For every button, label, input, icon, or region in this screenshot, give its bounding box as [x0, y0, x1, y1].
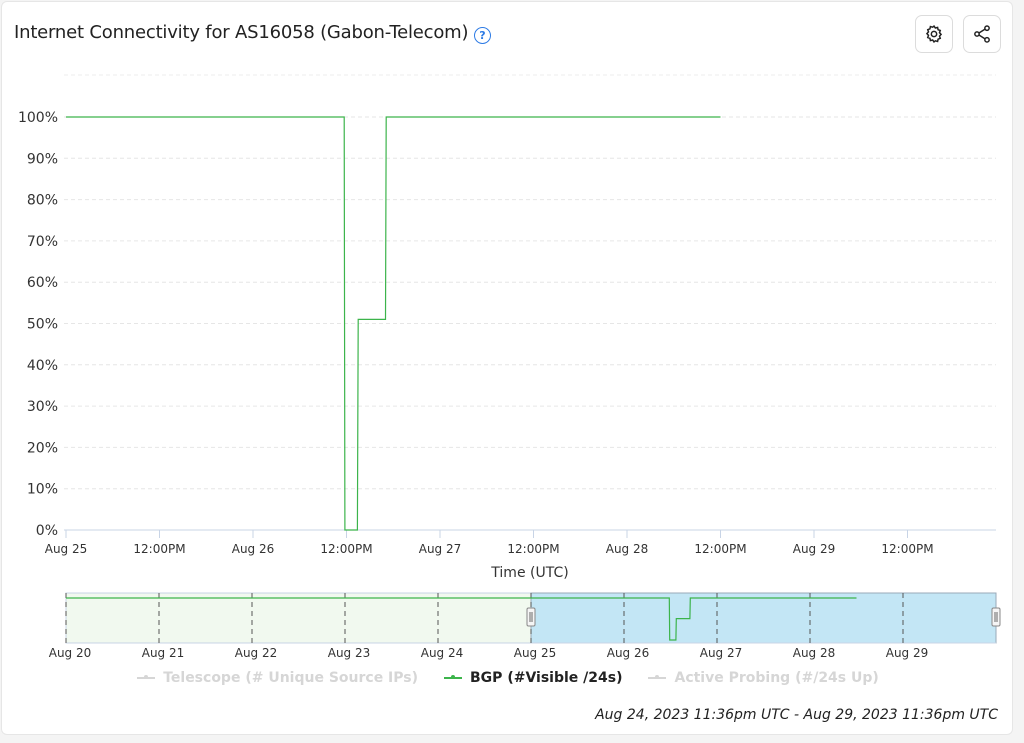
- x-tick-label: Aug 27: [419, 542, 462, 556]
- y-tick-label: 60%: [27, 275, 58, 291]
- x-tick-label: 12:00PM: [133, 542, 185, 556]
- settings-button[interactable]: [915, 15, 953, 53]
- navigator-selection: [530, 592, 997, 644]
- x-tick-label: 12:00PM: [881, 542, 933, 556]
- question-circle-icon[interactable]: ?: [474, 27, 491, 44]
- connectivity-chart[interactable]: 0% 10% 20% 30% 40% 50% 60% 70% 80% 90% 100% Aug 25…: [2, 2, 1014, 736]
- time-range-label: Aug 24, 2023 11:36pm UTC - Aug 29, 2023 …: [595, 707, 998, 723]
- chart-grid: [64, 74, 996, 490]
- x-tick-label: Aug 29: [793, 542, 836, 556]
- navigator-handle-left[interactable]: [526, 607, 536, 627]
- x-axis-ticks: Aug 25 12:00PM Aug 26 12:00PM Aug 27 12:00PM A…: [45, 530, 934, 556]
- legend-item-active-probing[interactable]: Active Probing (#/24s Up): [648, 670, 879, 686]
- navigator-tick-label: Aug 23: [328, 646, 371, 660]
- y-tick-label: 0%: [36, 523, 58, 539]
- navigator-tick-label: Aug 29: [886, 646, 929, 660]
- y-tick-label: 30%: [27, 399, 58, 415]
- navigator-tick-label: Aug 28: [793, 646, 836, 660]
- y-tick-label: 10%: [27, 482, 58, 498]
- gear-icon: [925, 24, 943, 44]
- legend: Telescope (# Unique Source IPs) BGP (#Vi…: [2, 670, 1014, 686]
- x-tick-label: Aug 25: [45, 542, 88, 556]
- legend-label: Active Probing (#/24s Up): [674, 670, 879, 686]
- x-tick-label: 12:00PM: [507, 542, 559, 556]
- y-tick-label: 100%: [18, 110, 58, 126]
- y-tick-label: 80%: [27, 193, 58, 209]
- series-line-bgp: [66, 116, 721, 531]
- y-tick-label: 90%: [27, 151, 58, 167]
- x-tick-label: Aug 26: [232, 542, 275, 556]
- navigator-tick-label: Aug 20: [49, 646, 92, 660]
- navigator-background: [65, 592, 532, 644]
- series-lines: [66, 116, 721, 531]
- chart-card: Internet Connectivity for AS16058 (Gabon…: [1, 1, 1013, 735]
- x-tick-label: 12:00PM: [320, 542, 372, 556]
- x-axis-label: Time (UTC): [490, 565, 568, 581]
- navigator-tick-label: Aug 27: [700, 646, 743, 660]
- legend-label: BGP (#Visible /24s): [470, 670, 623, 686]
- navigator-series-line: [66, 597, 857, 641]
- navigator-handle-right[interactable]: [991, 607, 1001, 627]
- navigator: Aug 20 Aug 21 Aug 22 Aug 23 Aug 24 Aug 25 Aug …: [49, 592, 1001, 660]
- legend-item-bgp[interactable]: BGP (#Visible /24s): [444, 670, 622, 686]
- y-tick-label: 40%: [27, 358, 58, 374]
- share-icon: [974, 25, 990, 43]
- x-tick-label: Aug 28: [606, 542, 649, 556]
- x-tick-label: 12:00PM: [694, 542, 746, 556]
- navigator-tick-label: Aug 26: [607, 646, 650, 660]
- y-tick-label: 70%: [27, 234, 58, 250]
- navigator-tick-label: Aug 24: [421, 646, 464, 660]
- y-tick-label: 50%: [27, 317, 58, 333]
- legend-item-telescope[interactable]: Telescope (# Unique Source IPs): [137, 670, 418, 686]
- navigator-tick-label: Aug 25: [514, 646, 557, 660]
- navigator-tick-label: Aug 22: [235, 646, 278, 660]
- y-axis-ticks: 0% 10% 20% 30% 40% 50% 60% 70% 80% 90% 100%: [18, 110, 58, 539]
- navigator-tick-label: Aug 21: [142, 646, 185, 660]
- y-tick-label: 20%: [27, 440, 58, 456]
- share-button[interactable]: [963, 15, 1001, 53]
- legend-label: Telescope (# Unique Source IPs): [163, 670, 419, 686]
- chart-title: Internet Connectivity for AS16058 (Gabon…: [14, 22, 469, 43]
